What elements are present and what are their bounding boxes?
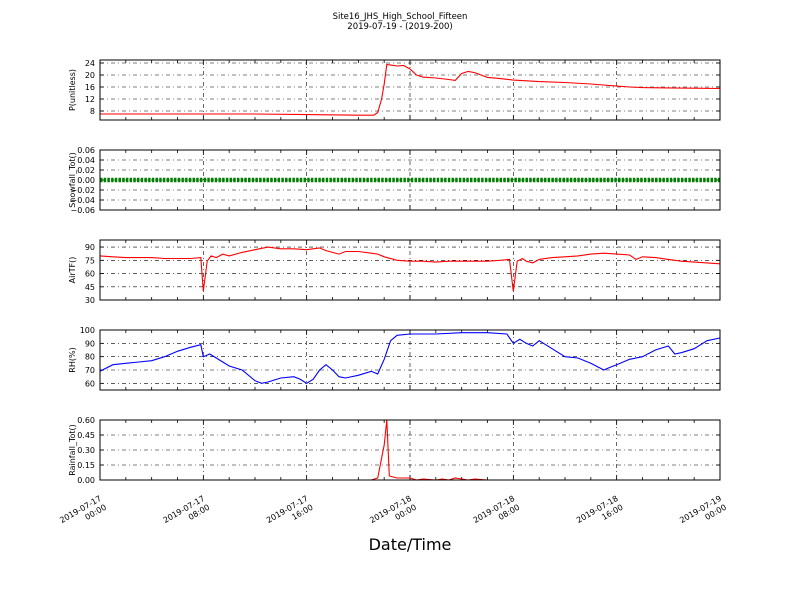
plot-frame [99, 419, 721, 481]
plot-frame [99, 59, 721, 121]
x-tick-label: 2019-07-1900:00 [678, 494, 728, 534]
y-tick-label: −0.04 [70, 196, 95, 205]
y-tick-label: 30 [85, 296, 95, 305]
relative-humidity-panel: 60 70 80 90 100 RH(%) [68, 326, 721, 391]
chart-title: Site16_JHS_High_School_Fifteen [333, 12, 468, 22]
y-tick-label: 24 [85, 59, 95, 68]
plot-frame [99, 239, 721, 301]
y-tick-label: 75 [85, 256, 95, 265]
y-tick-label: 0.02 [77, 166, 95, 175]
x-tick-label: 2019-07-1708:00 [162, 494, 212, 534]
y-tick-label: −0.06 [70, 206, 95, 215]
y-tick-label: 60 [85, 270, 95, 279]
y-tick-label: 12 [85, 95, 95, 104]
data-series-line [99, 246, 721, 292]
x-tick-label: 2019-07-1716:00 [265, 494, 315, 534]
y-tick-label: 0.30 [77, 446, 95, 455]
y-tick-label: 0.45 [77, 431, 95, 440]
y-axis-label: Rainfall_Tot() [68, 424, 77, 476]
x-tick-label: 2019-07-1800:00 [368, 494, 418, 534]
x-tick-labels: 2019-07-1700:00 2019-07-1708:00 2019-07-17… [58, 494, 728, 534]
y-tick-label: 0.06 [77, 146, 95, 155]
y-tick-label: 0.00 [77, 476, 95, 485]
data-series-line [100, 63, 721, 116]
y-tick-label: 45 [85, 283, 95, 292]
y-axis-label: RH(%) [68, 347, 77, 372]
y-tick-label: 90 [85, 339, 95, 348]
y-tick-label: 20 [85, 71, 95, 80]
pressure-panel: 8 12 16 20 24 P(unitless) [68, 59, 721, 121]
x-axis-label: Date/Time [369, 535, 452, 554]
chart-subtitle: 2019-07-19 - (2019-200) [347, 22, 452, 32]
y-tick-label: 0.60 [77, 416, 95, 425]
data-series-line [99, 332, 721, 384]
y-tick-label: 0.04 [77, 156, 95, 165]
x-tick-label: 2019-07-1700:00 [58, 494, 108, 534]
plot-frame [99, 149, 721, 211]
x-tick-label: 2019-07-1816:00 [575, 494, 625, 534]
x-tick-label: 2019-07-1808:00 [472, 494, 522, 534]
y-tick-label: 0.00 [77, 176, 95, 185]
y-axis-label: AirTF() [68, 257, 77, 284]
y-tick-label: 80 [85, 353, 95, 362]
snowfall-panel: −0.06−0.04−0.020.000.020.040.06Snowfall_… [68, 146, 721, 215]
plot-frame [99, 329, 721, 391]
y-tick-label: 16 [85, 83, 95, 92]
y-tick-label: 8 [90, 107, 95, 116]
y-tick-label: 60 [85, 379, 95, 388]
y-tick-label: 90 [85, 243, 95, 252]
y-tick-label: 0.15 [77, 461, 95, 470]
y-tick-label: 100 [80, 326, 95, 335]
y-axis-label: P(unitless) [68, 69, 77, 111]
y-tick-label: −0.02 [70, 186, 95, 195]
y-axis-label: Snowfall_Tot() [68, 152, 77, 208]
air-temperature-panel: 30 45 60 75 90 AirTF() [68, 239, 721, 305]
y-tick-label: 70 [85, 366, 95, 375]
